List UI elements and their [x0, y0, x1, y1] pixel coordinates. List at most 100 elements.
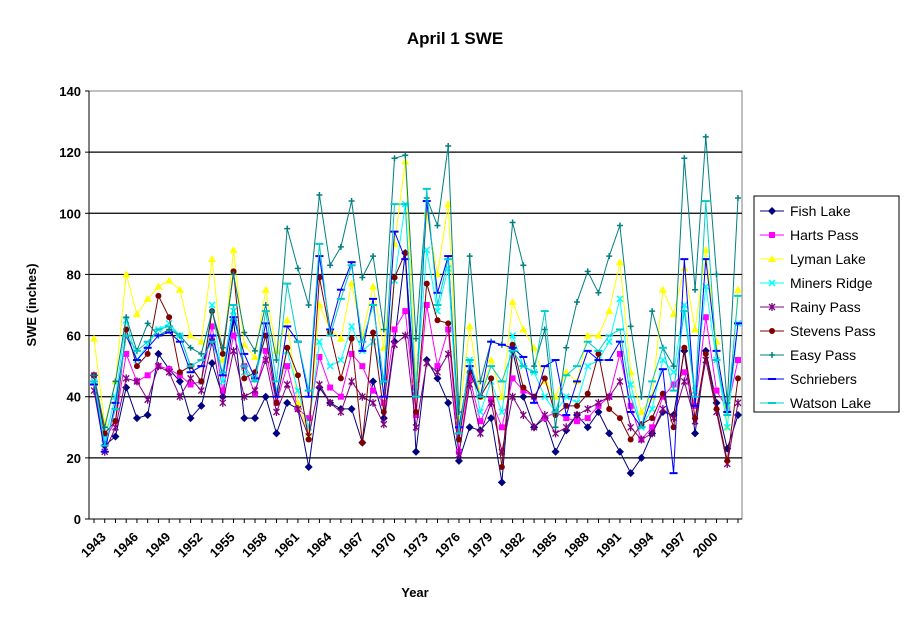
data-point: [562, 393, 570, 401]
data-point: [713, 387, 720, 394]
data-point: [454, 456, 463, 465]
data-point: [230, 332, 237, 339]
data-point: [348, 377, 356, 386]
data-point: [101, 424, 108, 431]
data-point: [305, 302, 312, 308]
x-tick-label: 1949: [142, 529, 173, 560]
data-point: [648, 429, 656, 438]
data-point: [769, 352, 775, 358]
data-point: [155, 292, 162, 299]
data-point: [594, 408, 603, 416]
data-point: [574, 418, 580, 425]
data-point: [627, 402, 634, 409]
data-point: [294, 372, 301, 379]
y-tick-label: 140: [59, 84, 81, 99]
x-tick-label: 1952: [174, 529, 205, 560]
data-point: [584, 268, 591, 275]
data-point: [658, 285, 667, 293]
data-point: [466, 375, 473, 382]
data-point: [455, 409, 462, 415]
data-point: [445, 326, 452, 333]
data-point: [627, 423, 635, 432]
y-tick-label: 100: [59, 206, 81, 221]
data-point: [520, 262, 527, 269]
data-point: [187, 374, 195, 383]
data-point: [187, 381, 194, 388]
data-point: [584, 362, 592, 370]
data-point: [487, 356, 496, 364]
data-point: [434, 368, 441, 377]
data-point: [768, 255, 776, 262]
data-point: [294, 265, 301, 272]
data-point: [219, 350, 226, 357]
y-axis: 0 20 40 60 80 100 120 140: [59, 84, 90, 527]
data-point: [445, 143, 452, 150]
x-tick-label: 1943: [78, 529, 109, 560]
data-point: [305, 415, 312, 422]
data-point: [583, 331, 592, 339]
data-point: [563, 415, 570, 422]
data-point: [595, 398, 602, 407]
data-point: [769, 328, 775, 334]
data-point: [241, 375, 248, 382]
data-point: [283, 398, 292, 407]
data-point: [112, 378, 119, 385]
x-tick-label: 2000: [690, 529, 721, 560]
data-point: [476, 429, 484, 438]
data-point: [670, 381, 677, 388]
data-point: [509, 375, 516, 382]
data-point: [370, 387, 377, 394]
data-point: [434, 363, 441, 370]
data-point: [369, 377, 378, 386]
data-point: [768, 207, 776, 215]
data-point: [712, 337, 721, 345]
data-point: [541, 411, 549, 420]
data-point: [358, 392, 366, 401]
data-point: [562, 423, 570, 432]
data-point: [627, 323, 634, 330]
data-point: [304, 463, 313, 472]
data-point: [175, 285, 184, 293]
data-point: [509, 392, 517, 401]
data-point: [649, 415, 656, 422]
data-point: [230, 307, 238, 315]
legend-box: [753, 195, 900, 413]
data-point: [423, 246, 431, 254]
data-point: [348, 322, 356, 330]
data-point: [541, 393, 549, 401]
data-point: [251, 414, 259, 423]
data-point: [412, 447, 420, 456]
data-point: [627, 436, 634, 443]
data-point: [616, 222, 623, 229]
data-point: [348, 198, 355, 205]
data-point: [186, 331, 195, 339]
x-tick-label: 1967: [335, 529, 366, 560]
data-point: [380, 420, 388, 429]
data-point: [165, 368, 173, 377]
data-point: [626, 469, 635, 478]
data-point: [520, 384, 527, 391]
data-point: [262, 347, 269, 354]
legend-label: Rainy Pass: [790, 299, 861, 315]
data-point: [251, 386, 259, 395]
data-point: [316, 353, 323, 360]
legend-label: Lyman Lake: [790, 251, 866, 267]
data-point: [466, 253, 473, 260]
data-point: [670, 424, 677, 431]
x-tick-label: 1958: [239, 529, 270, 560]
data-point: [735, 375, 741, 382]
data-point: [563, 344, 570, 351]
data-point: [198, 350, 205, 357]
data-point: [648, 405, 656, 413]
data-point: [701, 245, 710, 253]
data-point: [702, 133, 709, 140]
x-tick-label: 1970: [368, 529, 399, 560]
data-point: [659, 393, 666, 400]
y-tick-label: 120: [59, 145, 81, 160]
data-point: [273, 408, 280, 416]
data-point: [347, 404, 356, 413]
data-point: [583, 423, 592, 432]
x-tick-label: 1991: [593, 529, 624, 560]
data-point: [197, 337, 206, 345]
data-point: [391, 155, 398, 162]
